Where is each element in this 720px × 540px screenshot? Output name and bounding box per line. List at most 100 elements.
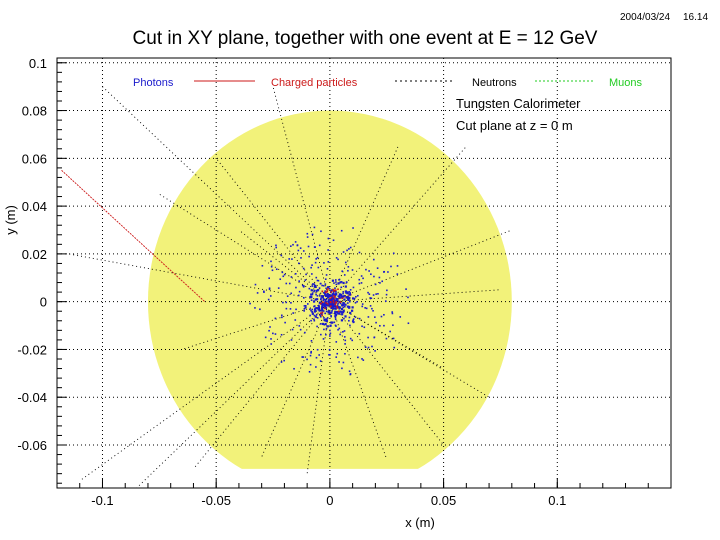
photon-hit xyxy=(291,328,294,331)
photon-hit xyxy=(288,258,291,260)
photon-hit xyxy=(314,315,317,318)
charged-hit xyxy=(330,296,333,299)
photon-hit xyxy=(296,244,299,246)
photon-hit xyxy=(330,314,332,317)
photon-hit xyxy=(333,282,335,284)
photon-hit xyxy=(280,361,283,363)
photon-hit xyxy=(321,296,324,299)
photon-hit xyxy=(377,292,379,295)
photon-hit xyxy=(390,265,392,268)
photon-hit xyxy=(371,345,373,348)
charged-hit xyxy=(330,291,333,293)
photon-hit xyxy=(364,307,366,309)
photon-hit xyxy=(407,322,410,325)
photon-hit xyxy=(325,274,328,276)
photon-hit xyxy=(337,306,340,309)
photon-hit xyxy=(342,311,345,314)
photon-hit xyxy=(323,303,326,307)
photon-hit xyxy=(345,291,348,294)
photon-hit xyxy=(328,311,332,315)
photon-hit xyxy=(360,275,363,277)
photon-hit xyxy=(325,304,329,307)
photon-hit xyxy=(376,267,379,269)
photon-hit xyxy=(310,352,312,354)
photon-hit xyxy=(340,319,344,322)
photon-hit xyxy=(311,273,313,275)
charged-hit xyxy=(333,289,335,291)
photon-hit xyxy=(285,301,288,304)
photon-hit xyxy=(321,284,323,287)
photon-hit xyxy=(280,254,283,257)
photon-hit xyxy=(272,332,274,335)
photon-hit xyxy=(297,249,300,252)
photon-hit xyxy=(342,281,345,285)
photon-hit xyxy=(310,319,312,322)
photon-hit xyxy=(275,244,277,247)
photon-hit xyxy=(393,346,396,349)
charged-hit xyxy=(327,288,329,290)
photon-hit xyxy=(294,241,297,243)
photon-hit xyxy=(315,290,318,292)
charged-hit xyxy=(334,303,337,306)
photon-hit xyxy=(351,320,354,323)
charged-hit xyxy=(324,307,326,310)
photon-hit xyxy=(292,312,295,314)
photon-hit xyxy=(339,333,341,336)
photon-hit xyxy=(318,244,321,247)
photon-hit xyxy=(311,312,314,315)
photon-hit xyxy=(335,257,338,259)
photon-hit xyxy=(320,313,323,316)
x-axis-title: x (m) xyxy=(405,515,435,530)
calorimeter-layer xyxy=(148,110,512,469)
photon-hit xyxy=(384,300,387,302)
photon-hit xyxy=(349,289,352,291)
photon-hit xyxy=(372,294,375,296)
photon-hit xyxy=(381,280,384,283)
photon-hit xyxy=(290,276,293,278)
photon-hit xyxy=(338,278,341,281)
y-tick-label: 0.08 xyxy=(22,104,47,119)
photon-hit xyxy=(282,301,284,304)
photon-hit xyxy=(331,304,334,308)
photon-hit xyxy=(358,278,361,281)
photon-hit xyxy=(268,287,271,290)
photon-hit xyxy=(385,293,388,296)
photon-hit xyxy=(383,270,386,273)
photon-hit xyxy=(305,306,307,309)
photon-hit xyxy=(368,270,370,272)
photon-hit xyxy=(374,316,376,318)
neutron-track xyxy=(306,301,331,474)
photon-hit xyxy=(399,316,402,318)
photon-hit xyxy=(299,247,302,249)
photon-hit xyxy=(339,306,341,308)
photon-hit xyxy=(338,301,341,304)
photon-hit xyxy=(405,288,407,290)
photon-hit xyxy=(312,300,316,303)
photon-hit xyxy=(280,333,283,336)
photon-hit xyxy=(339,281,342,284)
photon-hit xyxy=(275,268,278,271)
photon-hit xyxy=(320,230,322,233)
photon-hit xyxy=(324,319,327,322)
photon-hit xyxy=(303,285,305,287)
photon-hit xyxy=(270,338,272,340)
photon-hit xyxy=(326,325,329,328)
photon-hit xyxy=(346,305,350,308)
photon-hit xyxy=(325,327,328,330)
photon-hit xyxy=(392,252,395,255)
photon-hit xyxy=(291,258,293,260)
charged-hit xyxy=(326,290,329,293)
photon-hit xyxy=(268,277,270,280)
photon-hit xyxy=(332,297,335,300)
photon-hit xyxy=(323,292,325,294)
photon-hit xyxy=(341,367,343,370)
charged-hit xyxy=(326,303,329,305)
charged-hit xyxy=(332,301,335,304)
photon-hit xyxy=(310,293,313,296)
charged-hit xyxy=(334,289,337,292)
photon-hit xyxy=(281,314,283,317)
photon-hit xyxy=(303,308,306,310)
photon-hit xyxy=(271,269,274,272)
photon-hit xyxy=(316,325,318,328)
photon-hit xyxy=(298,280,300,282)
